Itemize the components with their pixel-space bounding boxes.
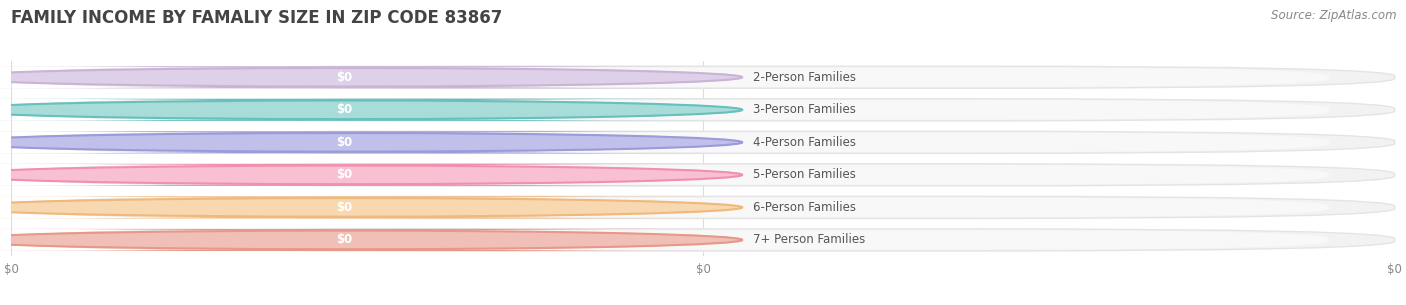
FancyBboxPatch shape: [0, 196, 434, 218]
Text: 5-Person Families: 5-Person Families: [754, 168, 856, 181]
FancyBboxPatch shape: [87, 230, 1329, 250]
Text: 4-Person Families: 4-Person Families: [754, 136, 856, 149]
Circle shape: [0, 101, 742, 119]
Text: $0: $0: [336, 233, 353, 246]
FancyBboxPatch shape: [0, 66, 434, 88]
FancyBboxPatch shape: [0, 99, 710, 121]
FancyBboxPatch shape: [87, 198, 1329, 217]
Circle shape: [0, 166, 742, 184]
FancyBboxPatch shape: [11, 99, 1395, 121]
Text: $0: $0: [336, 136, 353, 149]
FancyBboxPatch shape: [0, 164, 710, 186]
Text: 2-Person Families: 2-Person Families: [754, 71, 856, 84]
FancyBboxPatch shape: [87, 165, 1329, 185]
FancyBboxPatch shape: [87, 100, 1329, 120]
Text: $0: $0: [336, 201, 353, 214]
FancyBboxPatch shape: [0, 196, 710, 218]
Text: $0: $0: [336, 71, 353, 84]
Circle shape: [0, 68, 742, 87]
FancyBboxPatch shape: [0, 229, 710, 251]
Circle shape: [0, 231, 742, 249]
FancyBboxPatch shape: [11, 164, 1395, 186]
FancyBboxPatch shape: [11, 229, 1395, 251]
Text: FAMILY INCOME BY FAMALIY SIZE IN ZIP CODE 83867: FAMILY INCOME BY FAMALIY SIZE IN ZIP COD…: [11, 9, 502, 27]
FancyBboxPatch shape: [0, 229, 434, 251]
FancyBboxPatch shape: [11, 66, 1395, 88]
Text: $0: $0: [336, 103, 353, 116]
FancyBboxPatch shape: [0, 66, 710, 88]
Text: $0: $0: [336, 168, 353, 181]
Circle shape: [0, 133, 742, 152]
Circle shape: [0, 198, 742, 217]
FancyBboxPatch shape: [0, 131, 710, 153]
FancyBboxPatch shape: [0, 99, 434, 121]
FancyBboxPatch shape: [0, 164, 434, 186]
FancyBboxPatch shape: [87, 67, 1329, 87]
FancyBboxPatch shape: [87, 133, 1329, 152]
FancyBboxPatch shape: [11, 196, 1395, 218]
Text: 3-Person Families: 3-Person Families: [754, 103, 856, 116]
FancyBboxPatch shape: [11, 131, 1395, 153]
FancyBboxPatch shape: [0, 131, 434, 153]
Text: Source: ZipAtlas.com: Source: ZipAtlas.com: [1271, 9, 1396, 22]
Text: 6-Person Families: 6-Person Families: [754, 201, 856, 214]
Text: 7+ Person Families: 7+ Person Families: [754, 233, 866, 246]
